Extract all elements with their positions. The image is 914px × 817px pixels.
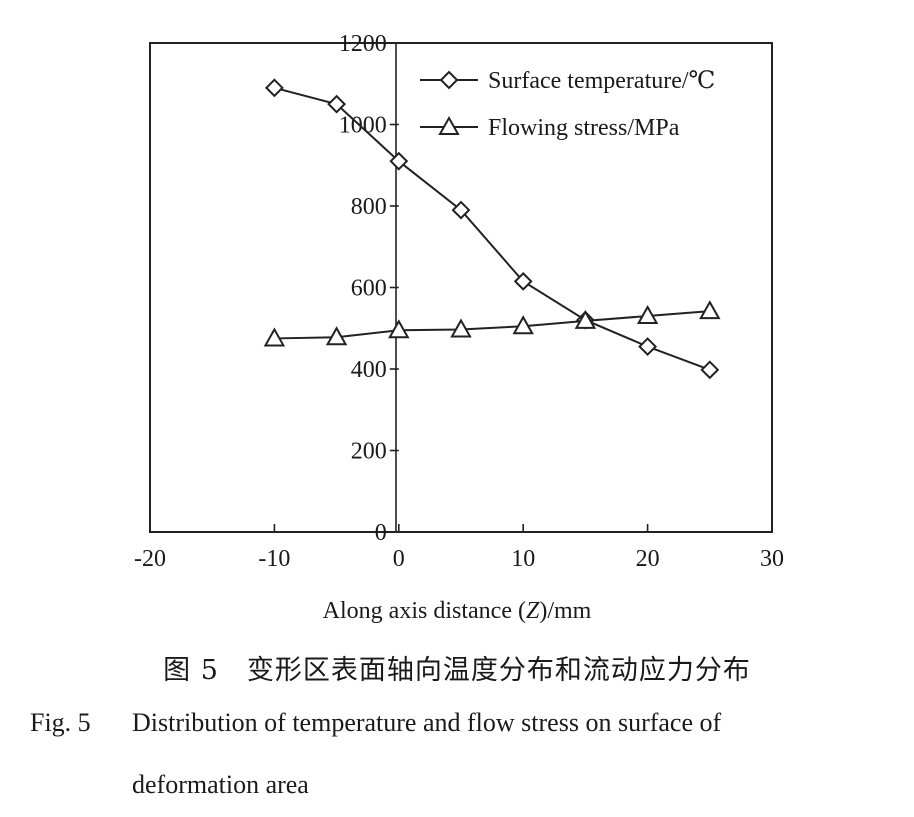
- data-point-stress: [450, 318, 472, 338]
- series-line-2: [274, 310, 710, 340]
- data-point-stress: [699, 300, 721, 320]
- data-point-temperature: [700, 360, 720, 380]
- caption-chinese: 图 5 变形区表面轴向温度分布和流动应力分布: [163, 655, 751, 686]
- legend-marker-triangle: [438, 115, 460, 135]
- data-point-stress: [512, 315, 534, 335]
- y-tick-label: 200: [351, 439, 387, 465]
- legend-entry: Flowing stress/MPa: [488, 115, 680, 141]
- y-tick-label: 400: [351, 357, 387, 383]
- line-chart: 0 200 400 600 800 1000 1200 -20 -10 0 10 20 30 Surf…: [134, 31, 784, 624]
- data-point-stress: [636, 304, 659, 325]
- data-point-temperature: [638, 337, 658, 357]
- legend-marker-diamond: [439, 70, 459, 90]
- x-tick-label: 10: [511, 546, 535, 572]
- legend: Surface temperature/℃ Flowing stress/MPa: [420, 68, 715, 141]
- caption-figure-label: Fig. 5: [30, 708, 91, 737]
- caption-english-line2: deformation area: [132, 770, 309, 799]
- data-point-temperature: [389, 151, 409, 171]
- y-ticks: 0 200 400 600 800 1000 1200: [339, 31, 399, 546]
- y-tick-label: 1000: [339, 113, 387, 139]
- data-point-stress: [263, 327, 286, 347]
- y-tick-label: 800: [351, 194, 387, 220]
- x-tick-label: -20: [134, 546, 166, 572]
- y-tick-label: 600: [351, 276, 387, 302]
- data-point-stress: [325, 326, 348, 346]
- data-point-stress: [388, 319, 410, 339]
- series: [263, 78, 721, 380]
- x-ticks: -20 -10 0 10 20 30: [134, 524, 784, 572]
- y-tick-label: 1200: [339, 31, 387, 57]
- plot-frame: [149, 42, 773, 533]
- x-tick-label: 30: [760, 546, 784, 572]
- data-point-temperature: [327, 94, 347, 114]
- legend-entry: Surface temperature/℃: [488, 68, 715, 94]
- caption-english-line1: Distribution of temperature and flow str…: [132, 708, 722, 737]
- data-point-temperature: [264, 78, 284, 98]
- x-tick-label: -10: [258, 546, 290, 572]
- y-tick-label: 0: [375, 520, 387, 546]
- data-point-stress: [574, 309, 597, 329]
- x-tick-label: 0: [393, 546, 405, 572]
- data-point-temperature: [513, 271, 533, 291]
- data-point-temperature: [451, 200, 471, 220]
- x-axis-label: Along axis distance (Z)/mm: [323, 598, 592, 624]
- series-line-1: [274, 86, 711, 371]
- x-tick-label: 20: [636, 546, 660, 572]
